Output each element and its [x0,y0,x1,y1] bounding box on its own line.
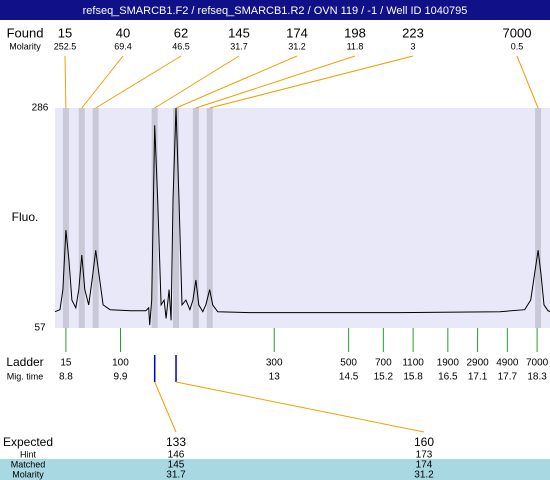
expected-molarity: 31.7 [166,470,186,480]
expected-molarity: 31.2 [414,470,434,480]
peak-connector [175,55,298,109]
peak-band [535,108,542,328]
peak-band [78,108,85,328]
ladder-size: 1900 [437,358,460,369]
plot-area [55,108,550,328]
found-molarity: 252.5 [54,41,77,51]
found-size: 198 [344,25,366,40]
found-size: 223 [402,25,424,40]
peak-connector [81,55,124,109]
found-molarity: 31.2 [288,41,306,51]
matched-label: Matched [11,459,46,469]
found-size: 145 [228,25,250,40]
hint-label: Hint [20,449,37,459]
found-molarity: 31.7 [230,41,248,51]
peak-connector [209,55,414,109]
matched-band [0,459,550,480]
expected-connector [154,381,177,433]
expected-matched: 145 [168,460,185,471]
trace [54,107,550,326]
ladder-time: 8.8 [59,372,73,383]
found-molarity: 0.5 [511,41,524,51]
expected-hint: 146 [168,450,185,461]
ladder-time: 9.9 [114,372,128,383]
y-tick-label: 57 [34,323,46,334]
ladder-size: 2900 [466,358,489,369]
expected-molarity-label: Molarity [12,469,44,479]
peak-band [151,108,158,328]
mig-time-label: Mig. time [7,371,44,381]
expected-size: 160 [414,435,434,449]
found-size: 174 [286,25,308,40]
peak-band [192,108,199,328]
y-tick-label: 286 [32,103,49,114]
ladder-time: 13 [269,372,281,383]
y-axis-label: Fluo. [12,210,39,224]
peak-connector [64,55,67,109]
ladder-time: 15.8 [403,372,423,383]
found-label: Found [7,25,44,40]
found-size: 15 [58,25,72,40]
ladder-size: 1100 [402,358,424,369]
ladder-time: 17.7 [498,372,518,383]
ladder-time: 16.5 [438,372,458,383]
peak-band [62,108,69,328]
ladder-size: 700 [375,358,392,369]
peak-band [173,108,180,328]
found-size: 40 [116,25,130,40]
found-size: 7000 [503,25,532,40]
found-molarity: 46.5 [172,41,190,51]
ladder-size: 300 [266,358,283,369]
found-molarity: 69.4 [114,41,132,51]
found-molarity: 3 [410,41,415,51]
ladder-label: Ladder [6,355,43,369]
found-molarity: 11.8 [347,41,364,51]
ladder-time: 18.3 [527,372,547,383]
peak-connector [95,55,182,109]
ladder-size: 7000 [526,358,549,369]
peak-connector [154,55,240,109]
peak-connector [516,55,539,109]
ladder-size: 500 [340,358,357,369]
peak-connector [195,55,356,109]
header-bar [0,0,550,20]
header-title: refseq_SMARCB1.F2 / refseq_SMARCB1.R2 / … [83,5,468,17]
expected-label: Expected [3,435,53,449]
molarity-label: Molarity [9,41,41,51]
found-size: 62 [174,25,188,40]
ladder-size: 15 [60,358,72,369]
ladder-size: 100 [112,358,129,369]
expected-size: 133 [166,435,186,449]
ladder-time: 17.1 [468,372,488,383]
peak-band [92,108,99,328]
ladder-time: 15.2 [374,372,394,383]
peak-band [206,108,213,328]
expected-hint: 173 [416,450,433,461]
expected-matched: 174 [416,460,433,471]
expected-connector [175,381,425,433]
ladder-size: 4900 [496,358,519,369]
ladder-time: 14.5 [339,372,359,383]
